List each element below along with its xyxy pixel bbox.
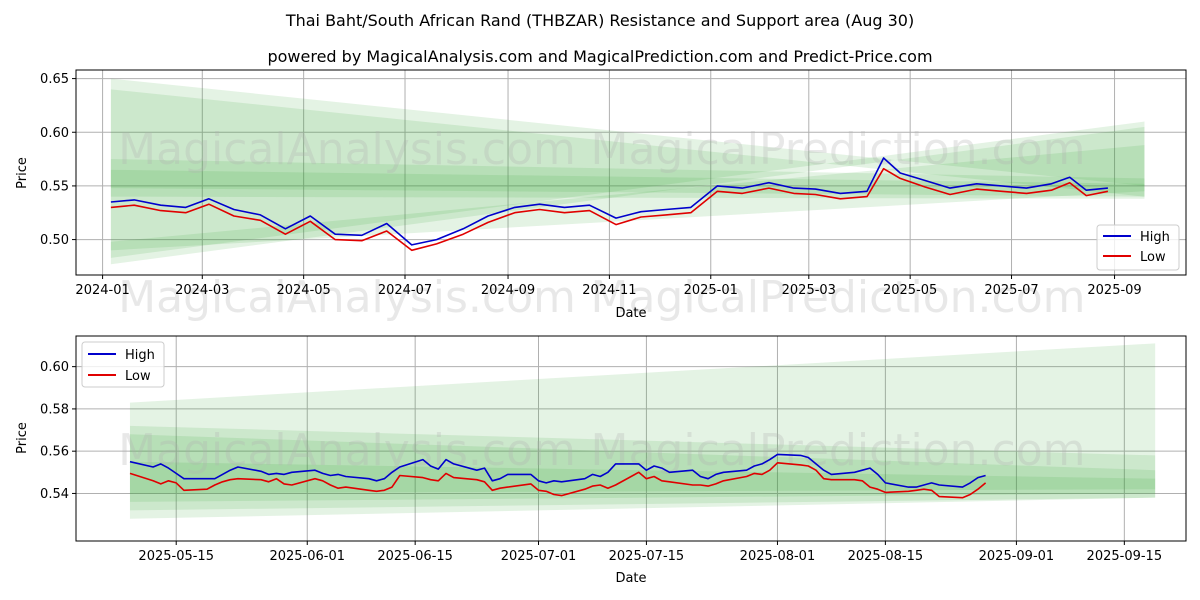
x-tick-label: 2025-09 bbox=[1087, 283, 1141, 298]
support-resistance-band bbox=[110, 78, 1145, 265]
x-tick-label: 2025-05 bbox=[883, 283, 937, 298]
watermark-left: MagicalAnalysis.com bbox=[118, 124, 576, 175]
x-tick-label: 2024-05 bbox=[276, 283, 330, 298]
watermark-right: MagicalPrediction.com bbox=[591, 272, 1086, 323]
top-panel: MagicalAnalysis.com MagicalPrediction.co… bbox=[15, 69, 1187, 323]
watermark-right: MagicalPrediction.com bbox=[591, 124, 1086, 175]
top-ticks: 2024-01 2024-03 2024-05 2024-07 2024-09 2024-… bbox=[40, 72, 1142, 298]
bottom-ticks: 2025-05-15 2025-06-01 2025-06-15 2025-07-01… bbox=[40, 360, 1162, 564]
support-resistance-band bbox=[110, 145, 1145, 251]
watermark-right: MagicalPrediction.com bbox=[591, 425, 1086, 476]
x-tick-label: 2025-08-01 bbox=[740, 549, 816, 564]
bottom-legend-low-label: Low bbox=[125, 369, 151, 384]
bottom-legend: High Low bbox=[81, 341, 165, 388]
high-series-line bbox=[110, 157, 1108, 246]
x-tick-label: 2025-09-15 bbox=[1087, 549, 1163, 564]
bottom-y-label: Price bbox=[15, 422, 30, 454]
x-tick-label: 2025-06-01 bbox=[269, 549, 345, 564]
top-bands bbox=[110, 78, 1145, 265]
support-resistance-band bbox=[110, 89, 1145, 258]
bottom-x-label: Date bbox=[615, 571, 646, 586]
top-y-label: Price bbox=[15, 157, 30, 189]
support-resistance-band bbox=[129, 343, 1156, 519]
y-tick-label: 0.60 bbox=[40, 126, 69, 141]
bottom-panel: MagicalAnalysis.com MagicalPrediction.co… bbox=[15, 335, 1187, 586]
x-tick-label: 2024-01 bbox=[75, 283, 129, 298]
low-series-line bbox=[129, 461, 987, 499]
top-series bbox=[110, 157, 1109, 252]
x-tick-label: 2025-01 bbox=[684, 283, 738, 298]
x-tick-label: 2024-09 bbox=[481, 283, 535, 298]
y-tick-label: 0.55 bbox=[40, 179, 69, 194]
top-x-label: Date bbox=[615, 306, 646, 321]
x-tick-label: 2025-09-01 bbox=[979, 549, 1055, 564]
x-tick-label: 2024-03 bbox=[175, 283, 229, 298]
top-legend: High Low bbox=[1096, 224, 1180, 271]
top-axes-frame bbox=[75, 69, 1187, 276]
x-tick-label: 2024-11 bbox=[582, 283, 636, 298]
support-resistance-band bbox=[110, 159, 1145, 199]
chart-title: Thai Baht/South African Rand (THBZAR) Re… bbox=[285, 11, 914, 30]
y-tick-label: 0.50 bbox=[40, 233, 69, 248]
x-tick-label: 2025-07 bbox=[984, 283, 1038, 298]
bottom-grid bbox=[76, 336, 1186, 541]
x-tick-label: 2025-07-01 bbox=[501, 549, 577, 564]
high-series-line bbox=[129, 453, 986, 488]
chart-subtitle: powered by MagicalAnalysis.com and Magic… bbox=[267, 47, 932, 66]
watermark-left: MagicalAnalysis.com bbox=[118, 425, 576, 476]
y-tick-label: 0.54 bbox=[40, 487, 69, 502]
x-tick-label: 2025-05-15 bbox=[138, 549, 214, 564]
x-tick-label: 2025-08-15 bbox=[848, 549, 924, 564]
y-tick-label: 0.65 bbox=[40, 72, 69, 87]
low-series-line bbox=[110, 167, 1109, 252]
bottom-legend-high-label: High bbox=[125, 348, 155, 363]
x-tick-label: 2025-03 bbox=[782, 283, 836, 298]
bottom-axes-frame bbox=[75, 335, 1187, 542]
y-tick-label: 0.60 bbox=[40, 360, 69, 375]
bottom-series bbox=[129, 453, 987, 499]
x-tick-label: 2025-07-15 bbox=[609, 549, 685, 564]
top-legend-low-label: Low bbox=[1140, 250, 1166, 265]
x-tick-label: 2025-06-15 bbox=[377, 549, 453, 564]
support-resistance-band bbox=[110, 169, 1145, 197]
top-legend-high-label: High bbox=[1140, 230, 1170, 245]
watermark-left: MagicalAnalysis.com bbox=[118, 272, 576, 323]
y-tick-label: 0.56 bbox=[40, 445, 69, 460]
x-tick-label: 2024-07 bbox=[378, 283, 432, 298]
y-tick-label: 0.58 bbox=[40, 402, 69, 417]
